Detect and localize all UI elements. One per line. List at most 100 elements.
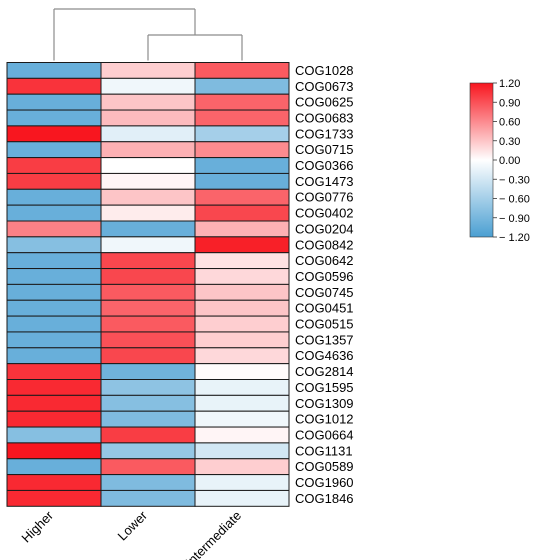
- heatmap-cells: [6, 62, 290, 507]
- colorbar-tick-label: 0.90: [499, 97, 520, 109]
- row-label: COG0673: [295, 79, 354, 94]
- heatmap-cell: [6, 141, 102, 159]
- heatmap-cell: [6, 299, 102, 317]
- heatmap-cell: [194, 426, 290, 444]
- row-label: COG4636: [295, 348, 354, 363]
- heatmap-cell: [194, 125, 290, 143]
- heatmap-cell: [100, 236, 196, 254]
- heatmap-cell: [100, 109, 196, 127]
- heatmap-cell: [6, 236, 102, 254]
- heatmap-cell: [100, 458, 196, 476]
- row-label: COG1846: [295, 491, 354, 506]
- row-label: COG1357: [295, 332, 354, 347]
- row-label: COG0664: [295, 427, 354, 442]
- heatmap-cell: [6, 157, 102, 174]
- heatmap-cell: [194, 77, 290, 95]
- heatmap-cell: [194, 236, 290, 254]
- heatmap-cell: [6, 394, 102, 412]
- heatmap-cell: [6, 379, 102, 396]
- row-label: COG0451: [295, 301, 354, 316]
- column-label: Higher: [18, 507, 56, 545]
- heatmap-cell: [6, 315, 102, 333]
- row-label: COG1473: [295, 174, 354, 189]
- row-label: COG2814: [295, 364, 354, 379]
- heatmap-cell: [194, 204, 290, 222]
- heatmap-cell: [6, 93, 102, 111]
- heatmap-cell: [100, 442, 196, 460]
- heatmap-cell: [6, 77, 102, 95]
- heatmap-cell: [100, 252, 196, 270]
- colorbar-tick-label: − 0.90: [499, 213, 530, 225]
- heatmap-cell: [100, 474, 196, 491]
- heatmap-cell: [194, 315, 290, 333]
- row-label: COG0642: [295, 253, 354, 268]
- row-label: COG1028: [295, 63, 354, 78]
- heatmap-cell: [100, 394, 196, 412]
- row-label: COG0842: [295, 237, 354, 252]
- heatmap-cell: [6, 283, 102, 301]
- heatmap-cell: [100, 268, 196, 285]
- heatmap-cell: [6, 410, 102, 428]
- heatmap-cell: [100, 220, 196, 238]
- row-label: COG0625: [295, 95, 354, 110]
- heatmap-cell: [100, 331, 196, 349]
- column-labels: Higher Lower Intermediate: [18, 507, 244, 560]
- row-label: COG1960: [295, 475, 354, 490]
- heatmap-cell: [6, 268, 102, 285]
- heatmap-cell: [6, 458, 102, 476]
- heatmap-cell: [100, 283, 196, 301]
- colorbar-tick-label: − 0.30: [499, 174, 530, 186]
- row-label: COG0366: [295, 158, 354, 173]
- colorbar-tick-label: 0.00: [499, 155, 520, 167]
- heatmap-cell: [100, 157, 196, 174]
- heatmap-cell: [6, 125, 102, 143]
- heatmap-cell: [6, 220, 102, 238]
- column-label: Intermediate: [182, 508, 244, 560]
- heatmap-cell: [6, 252, 102, 270]
- row-label: COG0402: [295, 206, 354, 221]
- heatmap-cell: [100, 363, 196, 380]
- row-label: COG0745: [295, 285, 354, 300]
- heatmap-cell: [100, 410, 196, 428]
- heatmap-cell: [100, 426, 196, 444]
- row-label: COG1595: [295, 380, 354, 395]
- heatmap-cell: [6, 331, 102, 349]
- heatmap-cell: [194, 299, 290, 317]
- column-label: Lower: [114, 507, 150, 543]
- colorbar-tick-label: − 0.60: [499, 194, 530, 206]
- colorbar: 1.20 0.90 0.60 0.30 0.00 − 0.30 − 0.60 − 0.90 − …: [469, 78, 530, 244]
- heatmap-cell: [194, 363, 290, 380]
- heatmap-cell: [194, 172, 290, 190]
- heatmap-cell: [194, 347, 290, 365]
- row-label: COG1012: [295, 412, 354, 427]
- heatmap-cell: [194, 252, 290, 270]
- row-label: COG0776: [295, 190, 354, 205]
- row-label: COG0204: [295, 221, 354, 236]
- heatmap-cell: [6, 109, 102, 127]
- heatmap-cell: [100, 93, 196, 111]
- row-label: COG1309: [295, 396, 354, 411]
- row-label: COG0596: [295, 269, 354, 284]
- heatmap-cell: [194, 394, 290, 412]
- heatmap-cell: [6, 347, 102, 365]
- colorbar-tick-label: 0.30: [499, 136, 520, 148]
- heatmap-cell: [100, 379, 196, 396]
- row-label: COG0715: [295, 142, 354, 157]
- heatmap-cell: [194, 188, 290, 206]
- heatmap-cell: [194, 62, 290, 79]
- heatmap-cell: [100, 62, 196, 79]
- row-label: COG1733: [295, 126, 354, 141]
- heatmap-cell: [6, 188, 102, 206]
- heatmap-cell: [6, 426, 102, 444]
- row-label: COG0515: [295, 317, 354, 332]
- heatmap-cell: [6, 204, 102, 222]
- heatmap-cell: [6, 489, 102, 507]
- heatmap-cell: [6, 363, 102, 380]
- heatmap-cell: [194, 93, 290, 111]
- heatmap-cell: [100, 77, 196, 95]
- row-label: COG0683: [295, 110, 354, 125]
- heatmap-cell: [194, 489, 290, 507]
- heatmap-cell: [194, 458, 290, 476]
- colorbar-tick-label: 0.60: [499, 117, 520, 129]
